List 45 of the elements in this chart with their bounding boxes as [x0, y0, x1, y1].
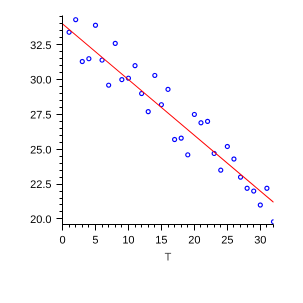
point — [204, 118, 210, 124]
x-tick-label: 20 — [188, 234, 201, 246]
point — [258, 202, 263, 208]
point — [106, 82, 112, 88]
point — [99, 57, 105, 63]
point — [212, 150, 217, 156]
y-tick-label: 22.5 — [30, 179, 52, 192]
point — [132, 63, 138, 68]
y-tick-label: 25.0 — [30, 144, 52, 156]
point — [86, 56, 92, 62]
point — [152, 72, 158, 78]
point — [172, 136, 178, 142]
point — [112, 40, 118, 46]
x-tick-label: 10 — [122, 234, 135, 246]
point — [198, 120, 204, 126]
y-tick-label: 32.5 — [30, 40, 52, 52]
x-tick-label: 25 — [221, 234, 234, 246]
point — [126, 76, 132, 81]
y-tick-label: 27.5 — [30, 109, 52, 122]
point — [80, 58, 85, 64]
point — [244, 186, 250, 191]
point — [92, 22, 98, 28]
point — [251, 188, 256, 194]
point — [178, 136, 184, 141]
point — [139, 90, 144, 96]
point — [146, 109, 151, 114]
point — [73, 17, 78, 22]
point — [165, 86, 171, 92]
y-tick-label: 30.0 — [30, 74, 52, 87]
x-tick-label: 5 — [92, 234, 99, 246]
point — [224, 144, 230, 150]
point — [218, 168, 224, 173]
y-tick-label: 20.0 — [30, 214, 52, 226]
point — [238, 174, 244, 180]
x-tick-label: 15 — [155, 234, 168, 246]
point — [66, 30, 72, 35]
point — [185, 152, 190, 158]
point — [231, 156, 237, 162]
point — [119, 76, 124, 82]
point — [158, 102, 164, 108]
point — [264, 186, 270, 191]
x-tick-label: 0 — [59, 234, 66, 246]
x-tick-label: 30 — [254, 234, 266, 246]
point — [192, 112, 197, 118]
x-axis-title: T — [164, 252, 172, 264]
